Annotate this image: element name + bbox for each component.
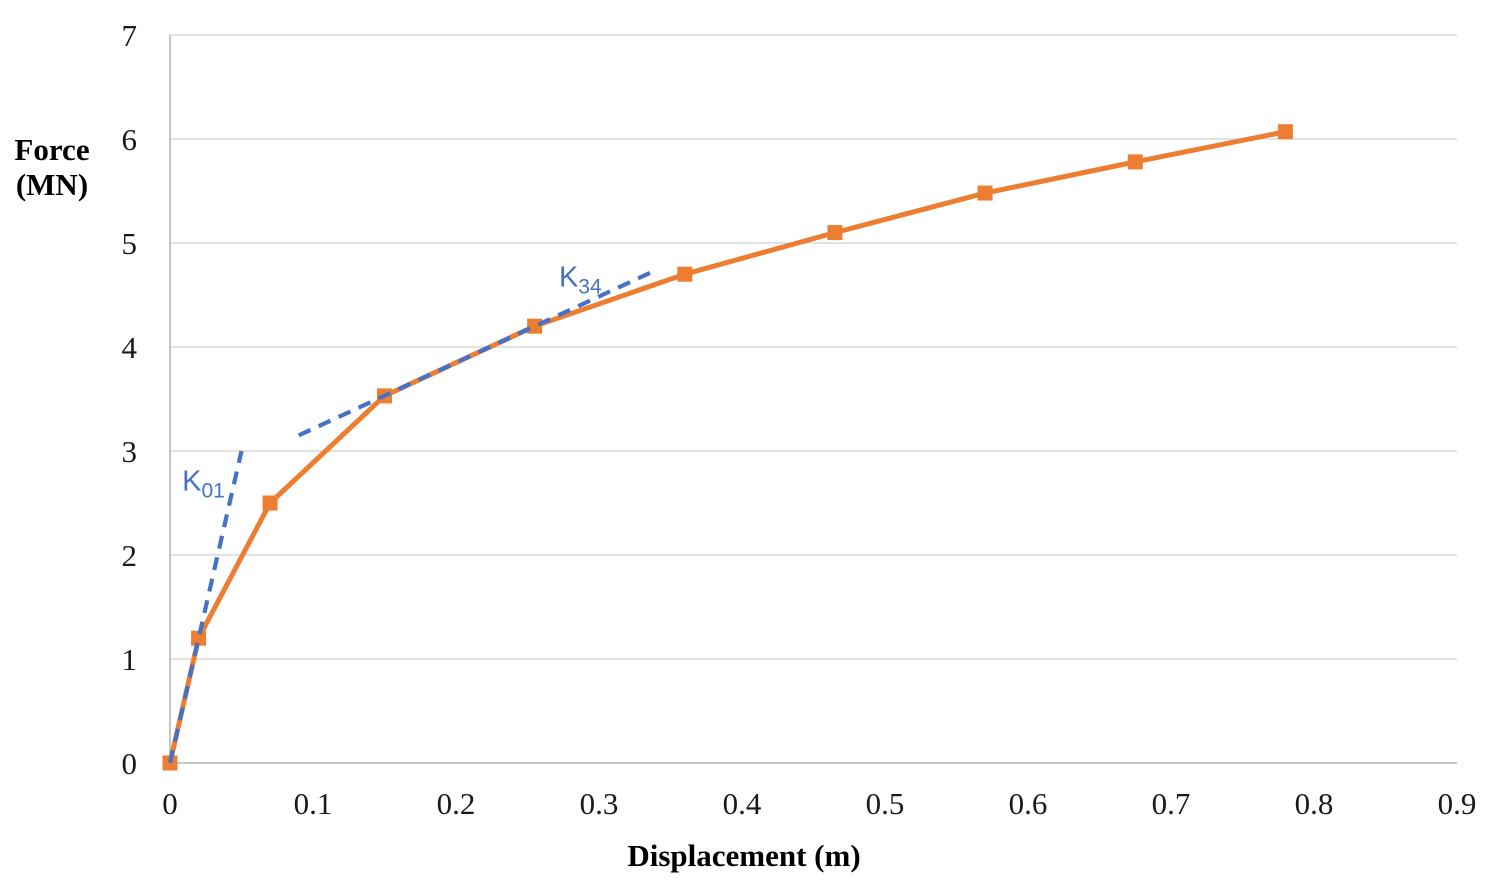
y-axis-title-line1: Force	[14, 132, 90, 167]
x-tick-labels: 0 0.1 0.2 0.3 0.4 0.5 0.6 0.7 0.8 0.9	[162, 786, 1476, 821]
y-tick-label-0: 0	[122, 746, 138, 781]
data-point-marker	[1277, 124, 1293, 140]
y-tick-label-4: 4	[122, 330, 138, 365]
data-point-marker	[977, 185, 993, 201]
x-tick-label-0: 0	[162, 786, 178, 821]
y-tick-label-2: 2	[122, 538, 138, 573]
data-point-marker	[827, 225, 843, 241]
data-point-marker	[191, 630, 207, 646]
y-tick-label-7: 7	[122, 18, 138, 53]
x-tick-label-0.1: 0.1	[294, 786, 333, 821]
x-tick-label-0.6: 0.6	[1009, 786, 1048, 821]
x-tick-label-0.4: 0.4	[723, 786, 762, 821]
load-displacement-curve-line	[167, 129, 1288, 766]
x-tick-label-0.2: 0.2	[437, 786, 476, 821]
x-tick-label-0.8: 0.8	[1295, 786, 1334, 821]
K01-secant-stiffness-line	[167, 450, 244, 764]
x-tick-label-0.9: 0.9	[1438, 786, 1477, 821]
data-point-marker	[527, 318, 543, 334]
y-axis-title: Force (MN)	[0, 132, 104, 202]
x-tick-label-0.7: 0.7	[1152, 786, 1191, 821]
y-tick-label-6: 6	[122, 122, 138, 157]
y-tick-label-3: 3	[122, 434, 138, 469]
data-point-marker	[677, 266, 693, 282]
load-displacement-curve-markers	[162, 124, 1293, 771]
data-point-marker	[262, 495, 278, 511]
y-axis-title-line2: (MN)	[15, 166, 89, 202]
y-tick-labels: 0 1 2 3 4 5 6 7	[122, 18, 138, 781]
x-axis-title: Displacement (m)	[627, 838, 861, 873]
x-tick-label-0.3: 0.3	[580, 786, 619, 821]
gridlines	[170, 34, 1457, 660]
K01-secant-stiffness-line-label: K01	[182, 466, 225, 503]
data-point-marker	[1127, 154, 1143, 170]
x-tick-label-0.5: 0.5	[866, 786, 905, 821]
K34-secant-stiffness-line-label: K34	[559, 262, 602, 299]
y-tick-label-1: 1	[122, 642, 138, 677]
y-tick-label-5: 5	[122, 226, 138, 261]
